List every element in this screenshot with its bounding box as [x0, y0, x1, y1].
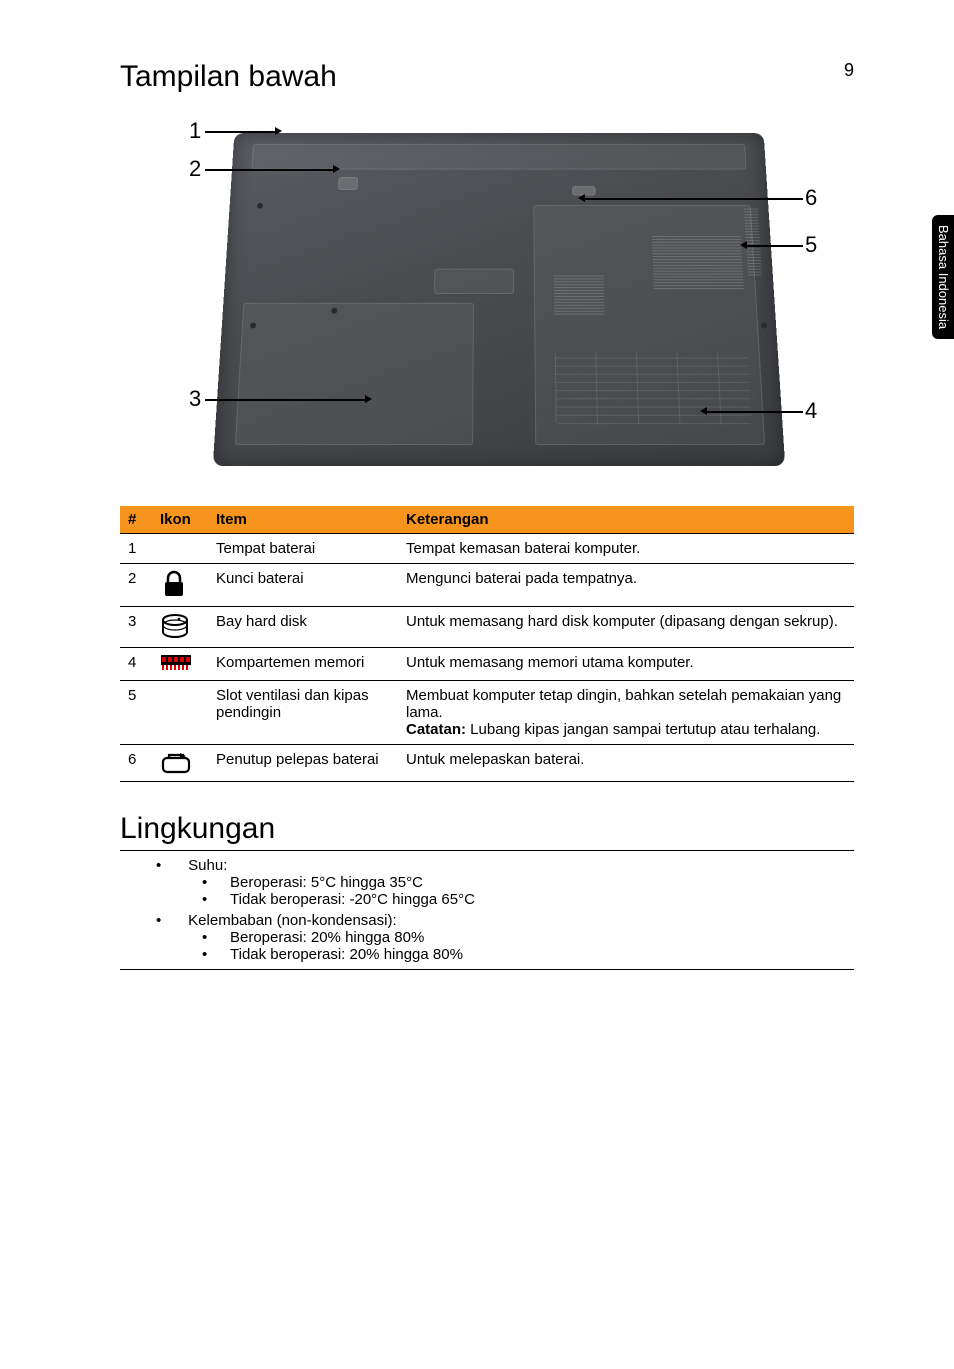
cell-item: Bay hard disk	[208, 607, 398, 648]
cell-icon	[152, 607, 208, 648]
cell-item: Tempat baterai	[208, 534, 398, 564]
heading-bottom-view: Tampilan bawah	[120, 60, 854, 94]
cell-item: Penutup pelepas baterai	[208, 745, 398, 782]
table-row: 6 Penutup pelepas baterai Untuk melepask…	[120, 745, 854, 782]
list-item: Tidak beroperasi: 20% hingga 80%	[202, 946, 854, 963]
cell-icon	[152, 564, 208, 607]
th-icon: Ikon	[152, 506, 208, 534]
lock-icon	[160, 570, 188, 600]
th-desc: Keterangan	[398, 506, 854, 534]
cell-desc: Untuk memasang memori utama komputer.	[398, 648, 854, 681]
language-tab: Bahasa Indonesia	[932, 215, 954, 339]
list-item: Tidak beroperasi: -20°C hingga 65°C	[202, 891, 854, 908]
cell-icon	[152, 681, 208, 745]
cell-icon	[152, 648, 208, 681]
laptop-bottom-diagram: 1 2 3 4 5 6	[147, 118, 827, 478]
table-row: 3 Bay hard disk Untuk memasang hard disk…	[120, 607, 854, 648]
table-row: 1 Tempat baterai Tempat kemasan baterai …	[120, 534, 854, 564]
cell-num: 6	[120, 745, 152, 782]
callout-6: 6	[805, 185, 817, 211]
cell-desc: Mengunci baterai pada tempatnya.	[398, 564, 854, 607]
memory-icon	[160, 654, 192, 674]
release-icon	[160, 751, 192, 775]
callout-5: 5	[805, 232, 817, 258]
table-row: 5 Slot ventilasi dan kipas pendingin Mem…	[120, 681, 854, 745]
cell-icon	[152, 745, 208, 782]
hdd-icon	[160, 613, 190, 641]
th-item: Item	[208, 506, 398, 534]
cell-desc: Untuk memasang hard disk komputer (dipas…	[398, 607, 854, 648]
callout-1: 1	[189, 118, 201, 144]
note-label: Catatan:	[406, 721, 466, 738]
heading-environment: Lingkungan	[120, 812, 854, 846]
cell-item: Kunci baterai	[208, 564, 398, 607]
desc-line1: Membuat komputer tetap dingin, bahkan se…	[406, 687, 841, 721]
callout-4: 4	[805, 398, 817, 424]
cell-num: 2	[120, 564, 152, 607]
cell-desc: Membuat komputer tetap dingin, bahkan se…	[398, 681, 854, 745]
cell-item: Slot ventilasi dan kipas pendingin	[208, 681, 398, 745]
cell-icon	[152, 534, 208, 564]
parts-table: # Ikon Item Keterangan 1 Tempat baterai …	[120, 506, 854, 782]
list-item: Kelembaban (non-kondensasi): Beroperasi:…	[156, 910, 854, 965]
laptop-base-shape	[213, 133, 785, 466]
env-label: Suhu:	[188, 857, 227, 874]
callout-2: 2	[189, 156, 201, 182]
environment-list: Suhu: Beroperasi: 5°C hingga 35°C Tidak …	[120, 851, 854, 965]
env-label: Kelembaban (non-kondensasi):	[188, 912, 396, 929]
list-item: Suhu: Beroperasi: 5°C hingga 35°C Tidak …	[156, 855, 854, 910]
table-row: 2 Kunci baterai Mengunci baterai pada te…	[120, 564, 854, 607]
list-item: Beroperasi: 20% hingga 80%	[202, 929, 854, 946]
cell-item: Kompartemen memori	[208, 648, 398, 681]
table-row: 4	[120, 648, 854, 681]
cell-num: 3	[120, 607, 152, 648]
note-text: Lubang kipas jangan sampai tertutup atau…	[466, 721, 820, 738]
env-rule-bottom	[120, 969, 854, 970]
callout-3: 3	[189, 386, 201, 412]
language-tab-line1: Bahasa	[936, 225, 951, 269]
cell-num: 5	[120, 681, 152, 745]
cell-desc: Tempat kemasan baterai komputer.	[398, 534, 854, 564]
page-number: 9	[844, 60, 854, 81]
cell-desc: Untuk melepaskan baterai.	[398, 745, 854, 782]
th-num: #	[120, 506, 152, 534]
cell-num: 1	[120, 534, 152, 564]
language-tab-line2: Indonesia	[936, 273, 951, 329]
cell-num: 4	[120, 648, 152, 681]
list-item: Beroperasi: 5°C hingga 35°C	[202, 874, 854, 891]
